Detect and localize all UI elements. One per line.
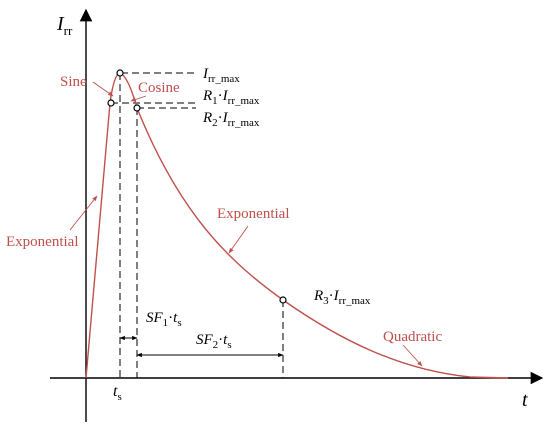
exponential-decay-label: Exponential [217, 206, 289, 222]
cosine-label: Cosine [138, 80, 180, 96]
r2-marker [133, 104, 141, 112]
y-axis-label: Irr [56, 13, 73, 38]
exponential-rise-pointer [69, 195, 98, 231]
r3-label: R3·Irr_max [313, 288, 371, 307]
sine-label: Sine [60, 74, 87, 90]
peak-marker [116, 69, 124, 77]
exponential-decay-pointer [228, 225, 249, 254]
r3-marker [279, 296, 287, 304]
sf2-label: SF2·ts [196, 332, 232, 351]
ts-label: ts [113, 383, 122, 403]
sine-pointer [92, 81, 114, 97]
current-waveform-curve [85, 72, 509, 379]
quadratic-pointer [402, 344, 423, 367]
x-axis-label: t [522, 389, 528, 411]
r1-label: R1·Irr_max [202, 88, 260, 107]
guide-lines [111, 72, 284, 378]
cosine-pointer [130, 95, 147, 102]
r1-marker [107, 99, 115, 107]
peak-label: Irr_max [202, 66, 240, 85]
exponential-rise-label: Exponential [6, 234, 78, 250]
quadratic-label: Quadratic [383, 329, 442, 345]
r2-label: R2·Irr_max [202, 110, 260, 129]
sf1-label: SF1·ts [146, 310, 182, 329]
